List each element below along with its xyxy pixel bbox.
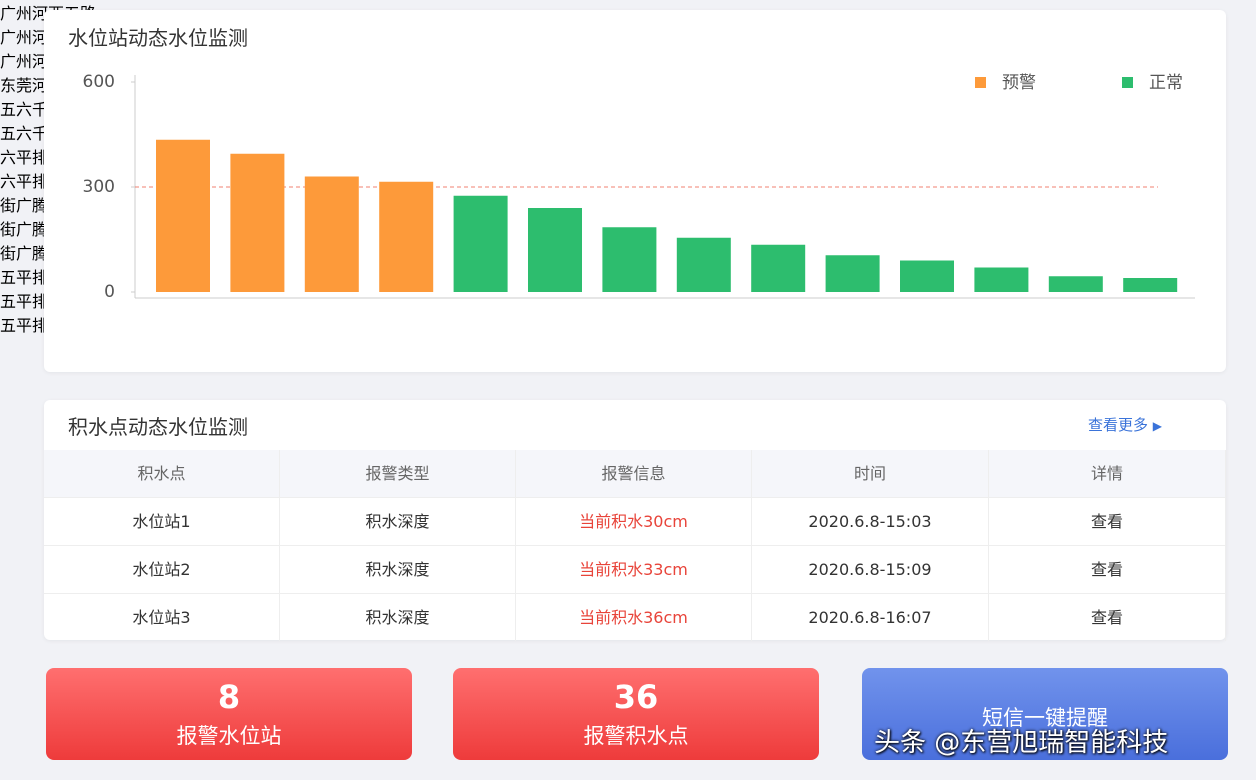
bar [379,181,434,292]
stat-value: 36 [613,678,659,716]
watermark: 头条 @东营旭瑞智能科技 [874,728,1169,758]
table-cell: 2020.6.8-15:09 [752,545,989,593]
table-cell: 水位站3 [44,593,280,641]
arrow-icon: ▶ [1152,419,1163,433]
table-cell: 积水深度 [280,545,516,593]
table-cell: 当前积水36cm [516,593,752,641]
legend-label: 预警 [1002,73,1036,93]
sms-label: 短信一键提醒 [982,706,1108,730]
more-text[interactable]: 查看更多 [1088,416,1149,434]
more-link[interactable]: 查看更多 ▶ [1088,414,1162,435]
stat-value: 8 [217,678,241,716]
header-cell: 时间 [752,450,989,498]
chart: 0 300 600 预警 正常 [83,72,1195,302]
y-tick-label: 300 [83,177,115,197]
sms-button[interactable]: 短信一键提醒 [862,668,1228,760]
header-cell: 报警类型 [280,450,516,498]
bar [602,227,657,292]
header-cell: 报警信息 [516,450,752,498]
bar [1123,278,1178,292]
header-cell: 积水点 [44,450,280,498]
bar [825,255,880,292]
bar [751,244,806,292]
stat-label: 报警积水点 [583,724,689,748]
stat-label: 报警水位站 [176,724,282,748]
stat-card[interactable]: 8 报警水位站 [46,668,412,760]
view-link[interactable]: 查看 [989,593,1226,641]
table-header-bg [44,450,1226,497]
bar [230,153,285,292]
legend-swatch [1122,77,1133,88]
bar [156,139,210,292]
table-cell: 2020.6.8-15:03 [752,497,989,545]
table-cell: 当前积水30cm [516,497,752,545]
table-cell: 当前积水33cm [516,545,752,593]
legend-swatch [975,77,986,88]
view-link[interactable]: 查看 [989,545,1226,593]
header-cell: 详情 [989,450,1226,498]
table-cell: 积水深度 [280,497,516,545]
table-cell: 水位站2 [44,545,280,593]
table-card [44,400,1226,640]
y-tick-label: 0 [104,282,115,302]
bar [974,267,1029,292]
bar [304,176,359,292]
bar [676,237,731,292]
chart-title: 水位站动态水位监测 [68,26,248,50]
view-link[interactable]: 查看 [989,497,1226,545]
table-cell: 2020.6.8-16:07 [752,593,989,641]
table-title: 积水点动态水位监测 [68,415,248,439]
bar [1048,276,1103,292]
bar [900,260,954,292]
bar [453,195,508,292]
bar [528,208,582,292]
y-tick-label: 600 [83,72,115,92]
table-cell: 积水深度 [280,593,516,641]
table-cell: 水位站1 [44,497,280,545]
legend-label: 正常 [1149,73,1183,93]
stat-card[interactable]: 36 报警积水点 [453,668,819,760]
